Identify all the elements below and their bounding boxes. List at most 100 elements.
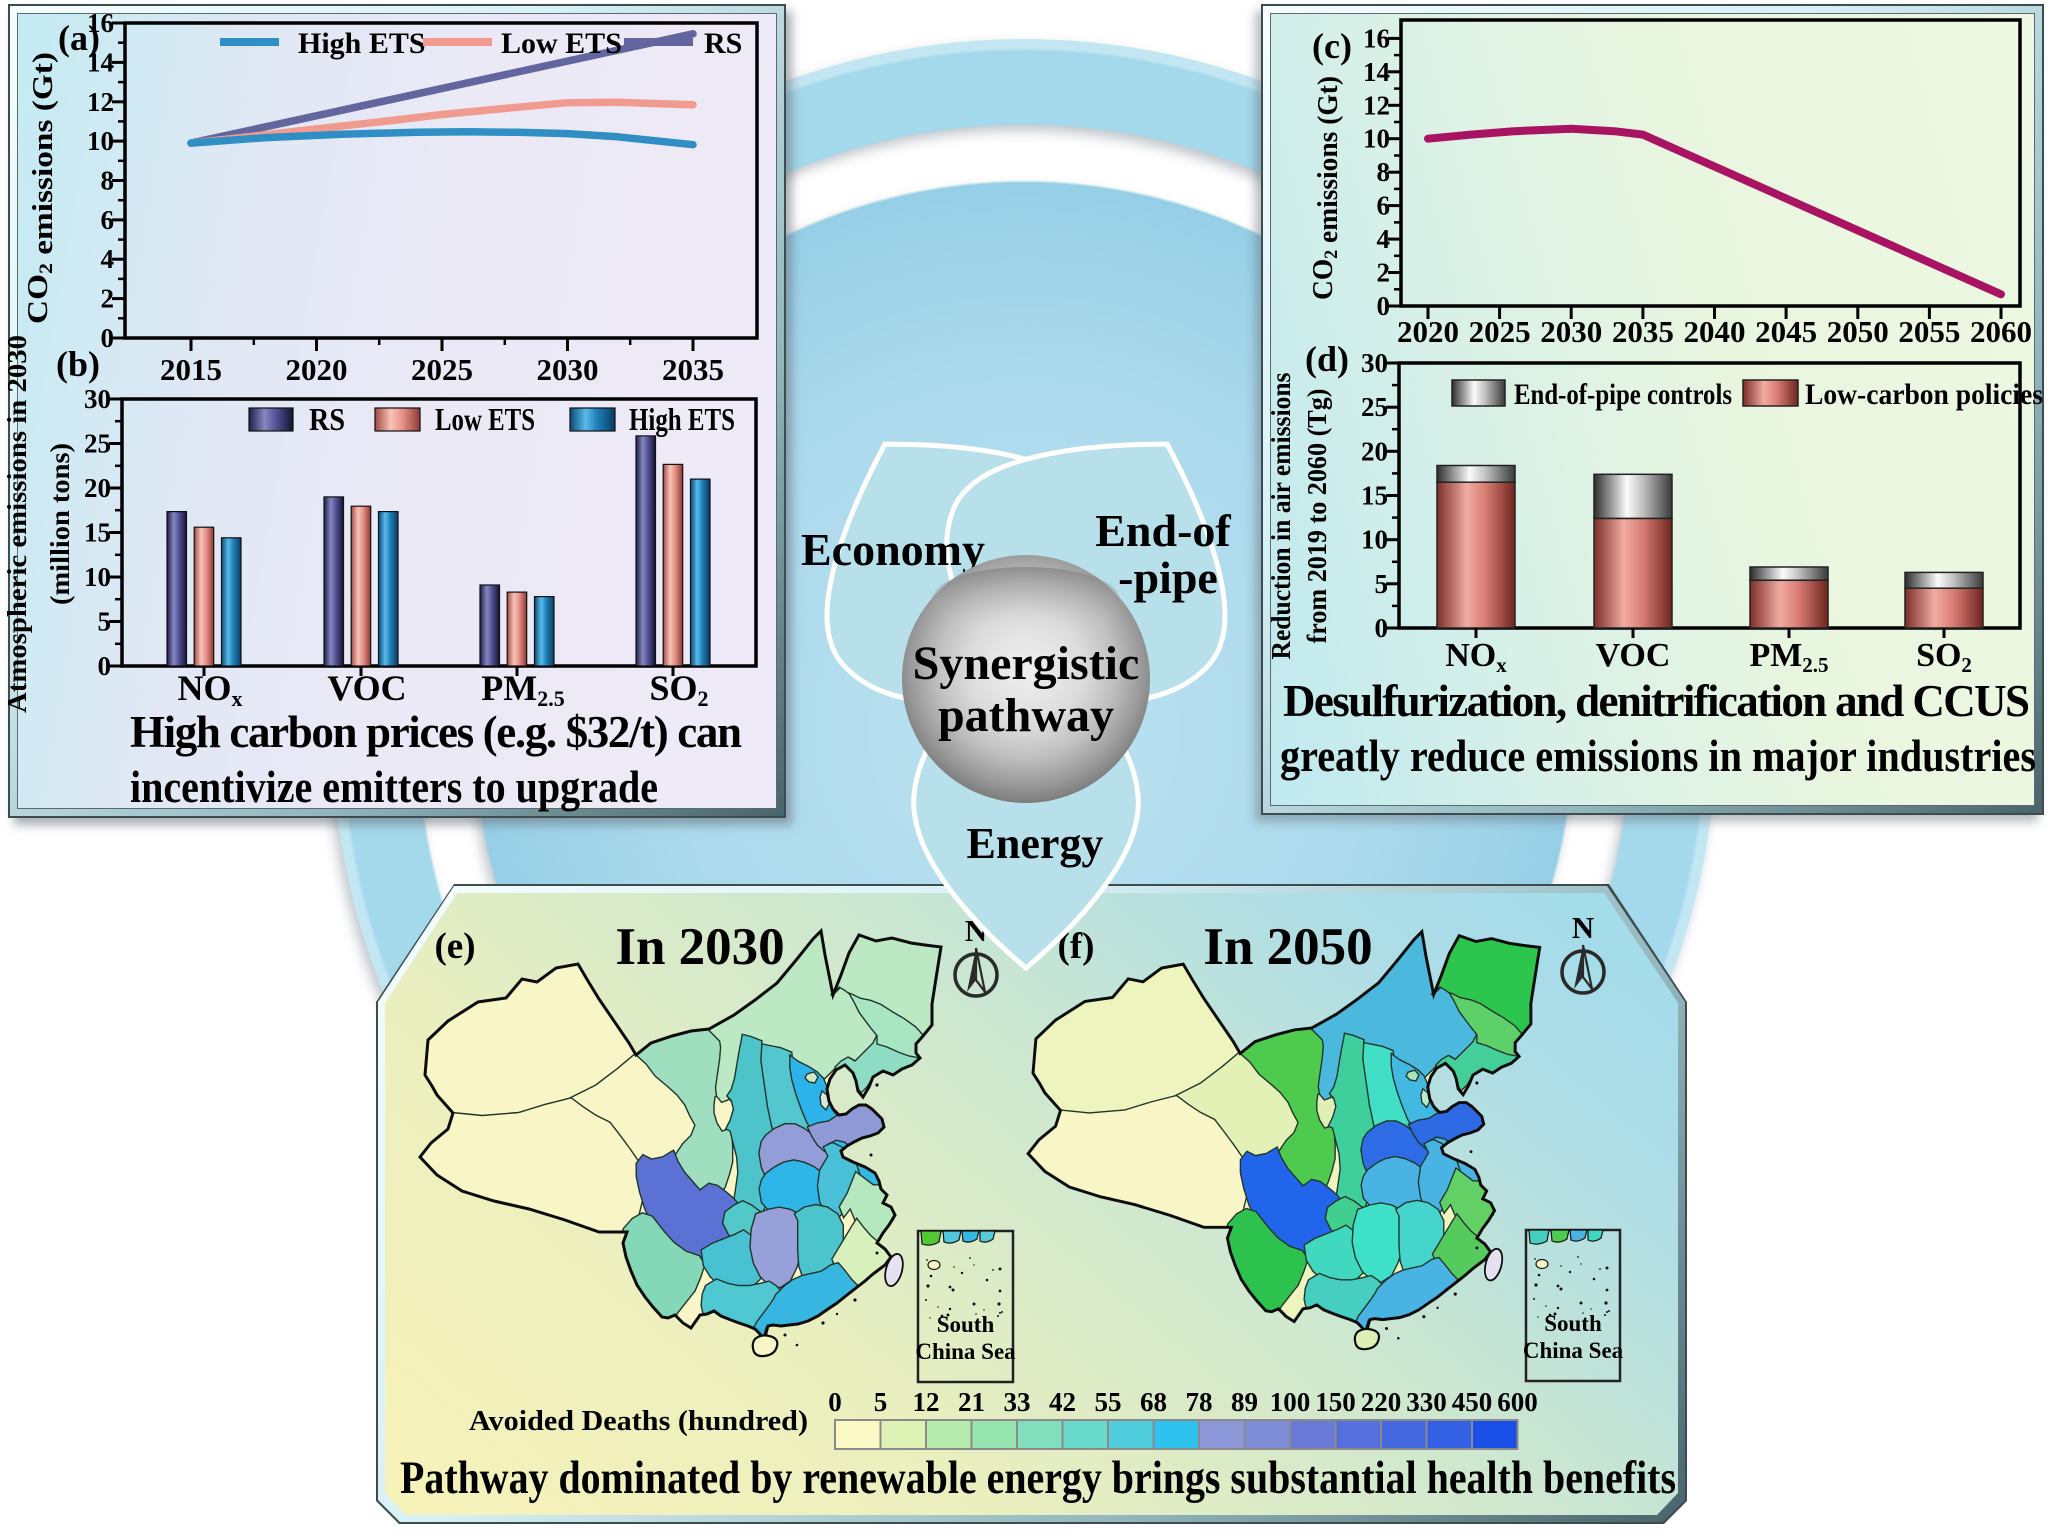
svg-text:68: 68 bbox=[1140, 1387, 1167, 1417]
svg-text:0: 0 bbox=[101, 323, 115, 353]
svg-text:25: 25 bbox=[1361, 392, 1388, 422]
svg-text:High ETS: High ETS bbox=[298, 27, 426, 60]
svg-text:78: 78 bbox=[1186, 1387, 1213, 1417]
svg-text:SO2: SO2 bbox=[1916, 637, 1972, 677]
svg-text:10: 10 bbox=[87, 126, 114, 156]
svg-text:100: 100 bbox=[1270, 1387, 1311, 1417]
svg-text:2060: 2060 bbox=[1970, 314, 2032, 349]
svg-text:China Sea: China Sea bbox=[1523, 1338, 1624, 1363]
svg-text:450: 450 bbox=[1452, 1387, 1493, 1417]
svg-text:(a): (a) bbox=[58, 18, 100, 58]
svg-text:220: 220 bbox=[1361, 1387, 1402, 1417]
svg-text:Pathway dominated by renewable: Pathway dominated by renewable energy br… bbox=[400, 1452, 1676, 1504]
svg-text:2040: 2040 bbox=[1684, 314, 1746, 349]
svg-text:21: 21 bbox=[958, 1387, 985, 1417]
svg-text:2030: 2030 bbox=[537, 352, 599, 387]
svg-text:42: 42 bbox=[1049, 1387, 1076, 1417]
svg-text:(b): (b) bbox=[56, 344, 100, 384]
svg-text:2: 2 bbox=[1377, 258, 1391, 288]
svg-text:(e): (e) bbox=[434, 926, 475, 967]
svg-text:Avoided Deaths (hundred): Avoided Deaths (hundred) bbox=[469, 1405, 808, 1437]
svg-text:China Sea: China Sea bbox=[915, 1339, 1016, 1364]
svg-text:2035: 2035 bbox=[1612, 314, 1674, 349]
svg-text:NOx: NOx bbox=[1445, 637, 1507, 677]
svg-text:Low ETS: Low ETS bbox=[501, 27, 622, 60]
svg-text:2050: 2050 bbox=[1827, 314, 1889, 349]
svg-text:PM2.5: PM2.5 bbox=[1749, 637, 1828, 677]
svg-text:2025: 2025 bbox=[1469, 314, 1531, 349]
svg-text:55: 55 bbox=[1095, 1387, 1122, 1417]
svg-text:2055: 2055 bbox=[1898, 314, 1960, 349]
svg-text:14: 14 bbox=[1363, 57, 1390, 87]
svg-text:2020: 2020 bbox=[1397, 314, 1459, 349]
svg-text:PM2.5: PM2.5 bbox=[481, 668, 564, 711]
svg-text:VOC: VOC bbox=[327, 668, 406, 708]
svg-text:NOx: NOx bbox=[178, 668, 243, 711]
svg-text:Reduction in air emissions: Reduction in air emissions bbox=[1266, 373, 1296, 660]
svg-text:2025: 2025 bbox=[411, 352, 473, 387]
svg-text:10: 10 bbox=[84, 562, 111, 592]
svg-text:14: 14 bbox=[87, 47, 114, 77]
svg-text:(c): (c) bbox=[1312, 26, 1352, 66]
svg-text:10: 10 bbox=[1361, 525, 1388, 555]
svg-text:South: South bbox=[1544, 1311, 1602, 1336]
svg-text:CO2 emissions (Gt): CO2 emissions (Gt) bbox=[22, 52, 59, 324]
svg-text:2045: 2045 bbox=[1755, 314, 1817, 349]
svg-text:33: 33 bbox=[1004, 1387, 1031, 1417]
svg-text:8: 8 bbox=[101, 166, 115, 196]
svg-text:(d): (d) bbox=[1305, 339, 1349, 379]
svg-text:2: 2 bbox=[101, 284, 115, 314]
svg-text:CO2 emissions (Gt): CO2 emissions (Gt) bbox=[1307, 76, 1344, 300]
svg-text:30: 30 bbox=[84, 384, 111, 414]
svg-text:12: 12 bbox=[913, 1387, 940, 1417]
svg-text:In 2050: In 2050 bbox=[1203, 918, 1372, 976]
svg-text:High ETS: High ETS bbox=[629, 401, 735, 437]
svg-text:Desulfurization, denitrificati: Desulfurization, denitrification and CCU… bbox=[1283, 676, 2030, 726]
svg-text:incentivize emitters to upgrad: incentivize emitters to upgrade bbox=[130, 762, 658, 812]
svg-text:6: 6 bbox=[1377, 191, 1391, 221]
svg-text:RS: RS bbox=[704, 27, 742, 60]
svg-text:89: 89 bbox=[1231, 1387, 1258, 1417]
svg-text:10: 10 bbox=[1363, 124, 1390, 154]
svg-text:12: 12 bbox=[87, 87, 114, 117]
svg-text:8: 8 bbox=[1377, 157, 1391, 187]
svg-text:Synergistic: Synergistic bbox=[913, 637, 1140, 690]
svg-text:VOC: VOC bbox=[1596, 637, 1671, 674]
svg-text:2035: 2035 bbox=[662, 352, 724, 387]
svg-text:Energy: Energy bbox=[967, 819, 1104, 868]
svg-text:0: 0 bbox=[98, 651, 112, 681]
svg-text:2030: 2030 bbox=[1540, 314, 1602, 349]
svg-text:5: 5 bbox=[874, 1387, 888, 1417]
svg-text:5: 5 bbox=[1375, 569, 1389, 599]
svg-text:from 2019 to 2060 (Tg): from 2019 to 2060 (Tg) bbox=[1302, 389, 1332, 644]
svg-text:End-of: End-of bbox=[1095, 505, 1231, 556]
svg-text:16: 16 bbox=[87, 8, 114, 38]
svg-text:In 2030: In 2030 bbox=[615, 918, 784, 976]
svg-text:4: 4 bbox=[101, 244, 115, 274]
svg-text:15: 15 bbox=[84, 518, 111, 548]
svg-text:15: 15 bbox=[1361, 481, 1388, 511]
svg-text:16: 16 bbox=[1363, 23, 1390, 53]
svg-text:20: 20 bbox=[84, 473, 111, 503]
svg-text:pathway: pathway bbox=[938, 689, 1114, 742]
svg-text:-pipe: -pipe bbox=[1118, 552, 1218, 603]
svg-text:Atmospheric emissions in 2030: Atmospheric emissions in 2030 bbox=[2, 335, 32, 713]
svg-text:0: 0 bbox=[828, 1387, 842, 1417]
svg-text:South: South bbox=[937, 1312, 995, 1337]
svg-text:0: 0 bbox=[1377, 291, 1391, 321]
svg-text:2015: 2015 bbox=[160, 352, 222, 387]
svg-text:Low ETS: Low ETS bbox=[435, 401, 535, 437]
svg-text:30: 30 bbox=[1361, 348, 1388, 378]
svg-text:N: N bbox=[1572, 910, 1594, 945]
svg-text:150: 150 bbox=[1315, 1387, 1356, 1417]
svg-text:Low-carbon policies: Low-carbon policies bbox=[1805, 378, 2043, 411]
svg-text:330: 330 bbox=[1406, 1387, 1447, 1417]
svg-text:25: 25 bbox=[84, 429, 111, 459]
svg-text:High carbon prices (e.g. $32/t: High carbon prices (e.g. $32/t) can bbox=[130, 707, 742, 757]
svg-text:2020: 2020 bbox=[286, 352, 348, 387]
svg-text:4: 4 bbox=[1377, 224, 1391, 254]
svg-text:0: 0 bbox=[1375, 613, 1389, 643]
svg-text:End-of-pipe controls: End-of-pipe controls bbox=[1514, 378, 1732, 411]
svg-text:RS: RS bbox=[309, 401, 345, 437]
svg-text:Economy: Economy bbox=[801, 524, 985, 575]
